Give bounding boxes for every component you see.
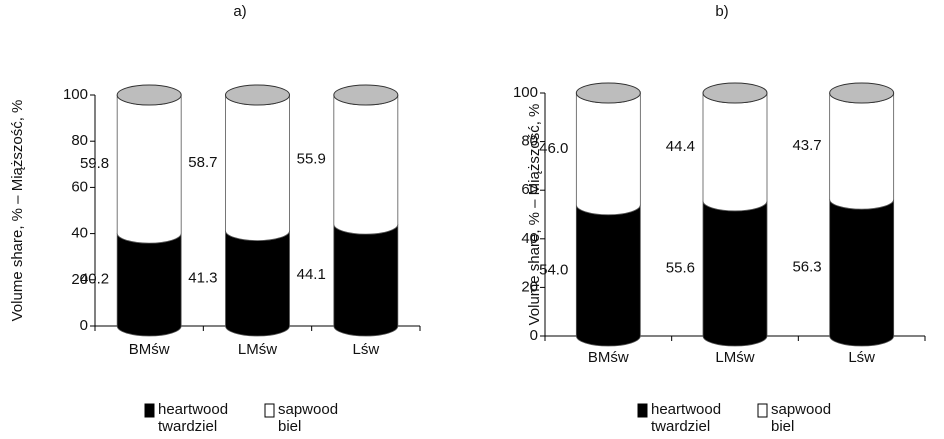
bar-segment [575,204,641,347]
value-label: 41.3 [188,269,217,286]
chart-title: b) [715,3,728,20]
bar-segment [829,92,895,210]
bar-segment [829,199,895,347]
cylinder-cap [829,82,895,104]
bar-segment [116,94,182,244]
value-label: 59.8 [80,155,109,172]
bar-segment [116,233,182,337]
y-tick-label: 20 [71,271,88,288]
bar-segment [333,224,399,337]
x-tick-label: Lśw [848,349,875,366]
x-tick-label: LMśw [238,341,277,358]
cylinder-cap [333,84,399,106]
legend-swatch [637,403,648,418]
cylinder-cap [116,84,182,106]
value-label: 54.0 [539,261,568,278]
bar-segment [702,92,768,212]
x-tick-label: BMśw [129,341,170,358]
legend-label: sapwood [278,401,338,418]
legend-swatch [264,403,275,418]
bar-segment [225,94,290,241]
value-label: 40.2 [80,271,109,288]
value-label: 46.0 [539,140,568,157]
y-tick-label: 0 [530,327,538,344]
value-label: 44.1 [297,266,326,283]
y-tick-label: 80 [521,133,538,150]
value-label: 55.9 [297,151,326,168]
y-tick-label: 40 [71,225,88,242]
legend-label: sapwood [771,401,831,418]
x-tick-label: BMśw [588,349,629,366]
y-tick-label: 100 [63,86,88,103]
legend-label: biel [771,418,794,435]
y-tick-label: 20 [521,278,538,295]
x-tick-label: LMśw [715,349,754,366]
value-label: 44.4 [666,138,695,155]
y-tick-label: 40 [521,230,538,247]
bar-segment [333,94,399,235]
legend-label: twardziel [651,418,710,435]
cylinder-cap [225,84,290,106]
bar-segment [225,230,290,337]
value-label: 55.6 [666,259,695,276]
y-tick-label: 80 [71,132,88,149]
bar-segment [575,92,641,216]
legend-label: heartwood [158,401,228,418]
y-axis-label: Volume share, % – Miąższość, % [526,104,543,326]
y-axis-label: Volume share, % – Miąższość, % [9,100,26,322]
bar-segment [702,200,768,347]
chart-title: a) [233,3,246,20]
y-tick-label: 0 [80,317,88,334]
y-tick-label: 60 [521,181,538,198]
x-tick-label: Lśw [352,341,379,358]
legend-label: twardziel [158,418,217,435]
cylinder-cap [575,82,641,104]
legend-label: heartwood [651,401,721,418]
y-tick-label: 60 [71,178,88,195]
legend-swatch [144,403,155,418]
value-label: 43.7 [792,137,821,154]
legend-label: biel [278,418,301,435]
legend-swatch [757,403,768,418]
value-label: 58.7 [188,154,217,171]
value-label: 56.3 [792,259,821,276]
cylinder-cap [702,82,768,104]
y-tick-label: 100 [513,84,538,101]
